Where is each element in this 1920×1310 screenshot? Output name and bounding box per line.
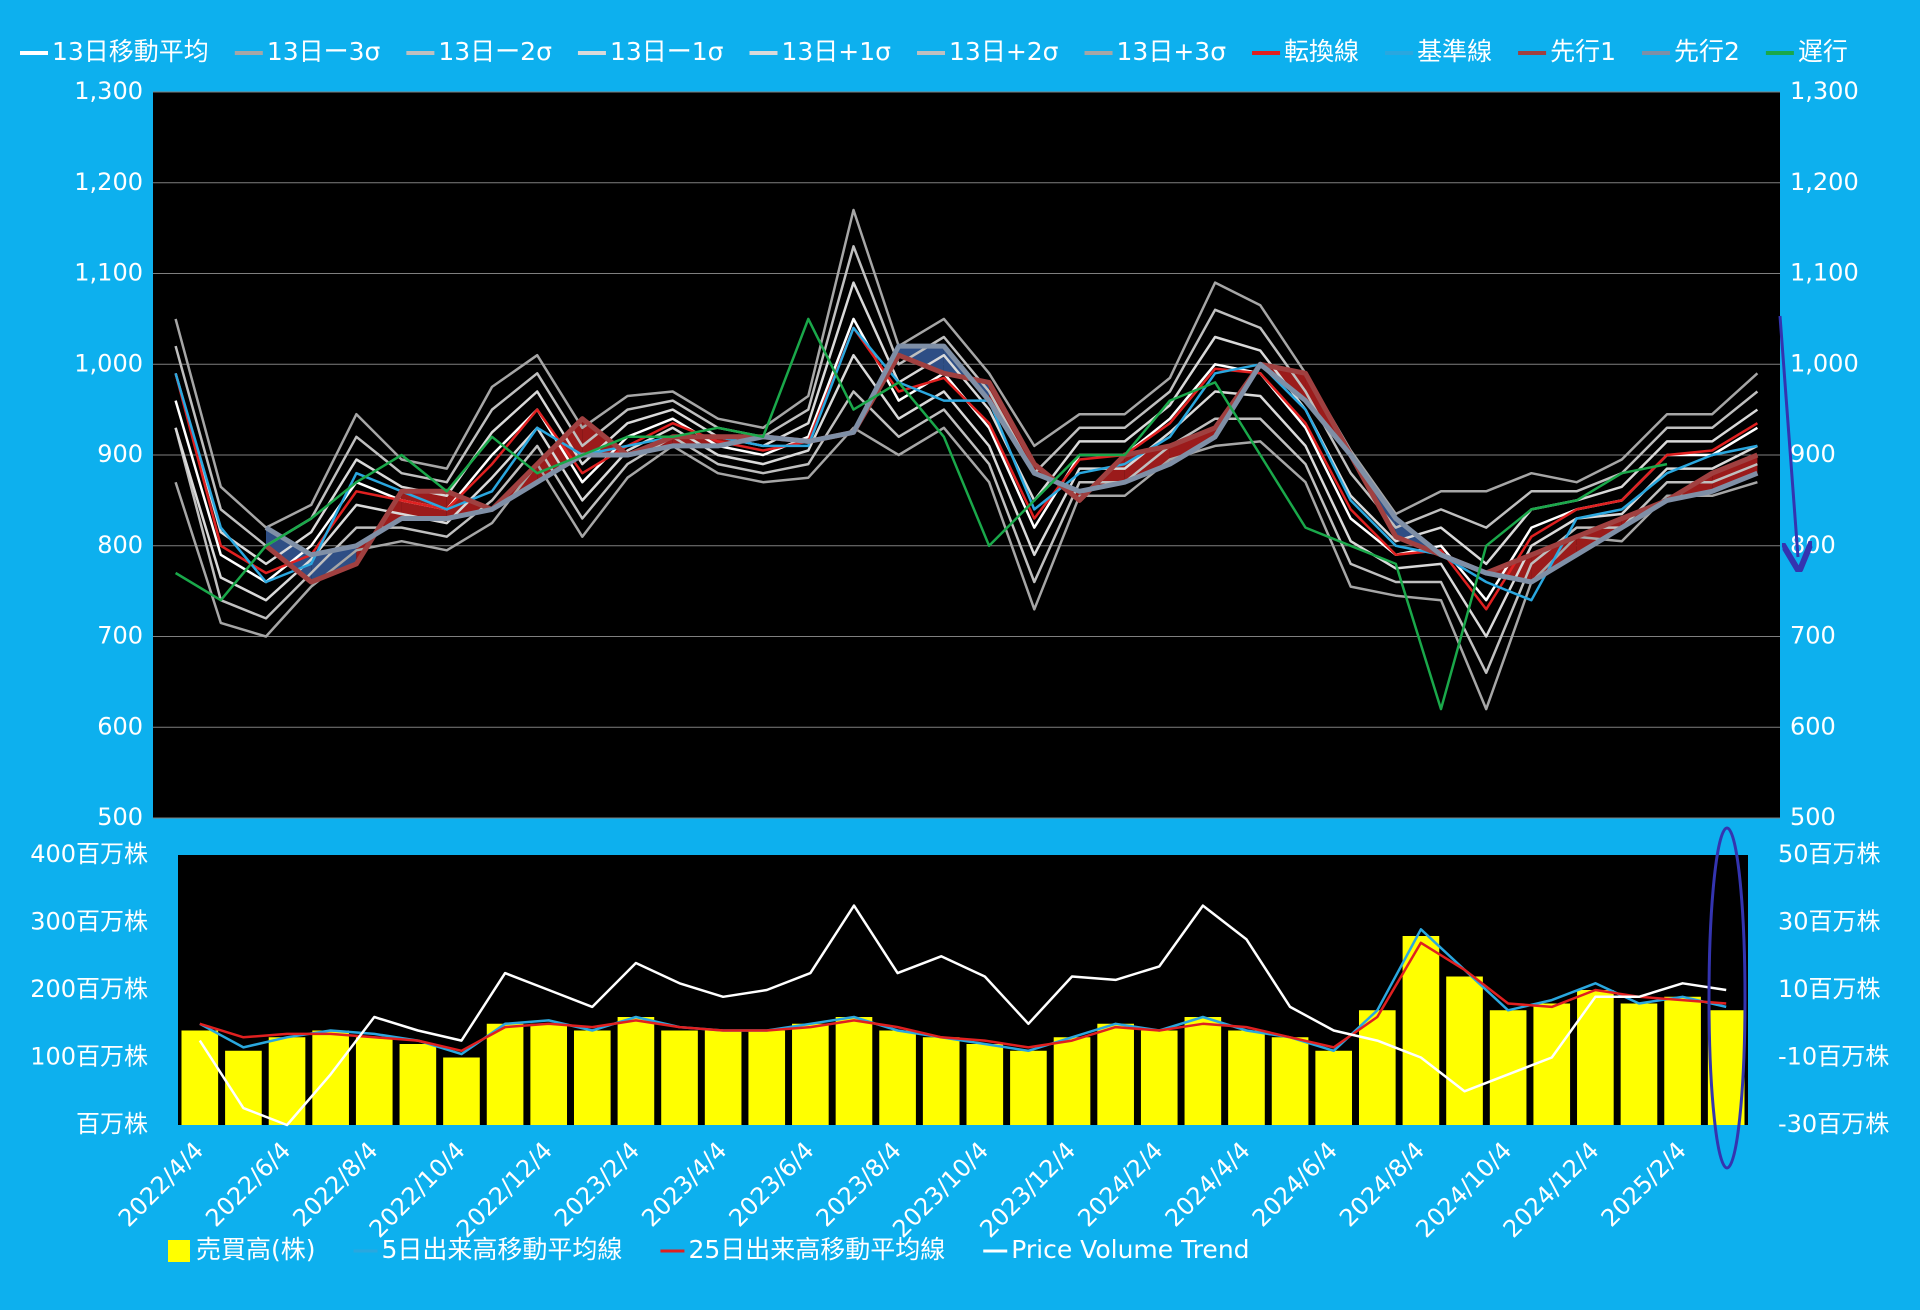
bar: [1010, 1050, 1047, 1125]
bar: [486, 1023, 524, 1125]
annotation-arrow: [1778, 315, 1798, 557]
legend-label: 転換線: [1284, 37, 1359, 66]
bar: [879, 1030, 916, 1125]
bar: [617, 1017, 655, 1125]
bar: [181, 1030, 219, 1125]
y-right-tick-label: 1,300: [1790, 77, 1859, 105]
y-right-tick-label: 1,200: [1790, 168, 1859, 196]
y-tick-label: 百万株: [76, 1110, 148, 1138]
bar: [530, 1023, 568, 1125]
y-right-tick-label: 900: [1790, 440, 1836, 468]
bar: [1489, 1010, 1527, 1125]
series-line: [264, 343, 1759, 585]
y-right-tick-label: 1,000: [1790, 349, 1859, 377]
bar: [835, 1017, 873, 1125]
y-tick-label: 1,000: [74, 349, 143, 377]
legend-label: 遅行: [1798, 37, 1848, 66]
bar: [1446, 976, 1483, 1125]
series-line: [198, 904, 1727, 1127]
y2-tick-label: -10百万株: [1778, 1043, 1889, 1071]
legend-label: 13日+1σ: [782, 37, 892, 66]
series-line: [174, 317, 1668, 711]
y2-tick-label: 30百万株: [1778, 908, 1881, 936]
y-tick-label: 500: [97, 803, 143, 831]
y2-tick-label: 50百万株: [1778, 840, 1881, 868]
series-line: [174, 281, 1759, 566]
series-line: [174, 390, 1758, 675]
bar: [1664, 996, 1701, 1125]
y-right-tick-label: 600: [1790, 712, 1836, 740]
legend-label: 13日移動平均: [52, 37, 209, 66]
series-line: [174, 426, 1758, 711]
bar: [1620, 1003, 1658, 1125]
bar: [748, 1030, 786, 1125]
bar: [661, 1030, 698, 1125]
series-line: [264, 352, 1759, 585]
legend-label: 先行1: [1550, 37, 1616, 66]
legend-label: Price Volume Trend: [1011, 1235, 1249, 1264]
bar: [704, 1030, 742, 1125]
y-right-tick-label: 700: [1790, 622, 1836, 650]
bar: [966, 1044, 1004, 1125]
y-tick-label: 900: [97, 440, 143, 468]
bar: [922, 1037, 960, 1125]
bar: [1097, 1023, 1134, 1125]
legend-label: 13日+2σ: [949, 37, 1059, 66]
y-tick-label: 1,300: [74, 77, 143, 105]
legend-label: 13日+3σ: [1117, 37, 1227, 66]
bar: [1315, 1050, 1353, 1125]
y-tick-label: 700: [97, 622, 143, 650]
bar: [399, 1044, 437, 1125]
bar: [1053, 1037, 1091, 1125]
series-line: [199, 941, 1727, 1053]
y-tick-label: 600: [97, 712, 143, 740]
legend-label: 13日ー2σ: [438, 37, 552, 66]
y-tick-label: 1,200: [74, 168, 143, 196]
y-tick-label: 300百万株: [30, 908, 148, 936]
bar: [1533, 1003, 1571, 1125]
bar: [1358, 1010, 1396, 1125]
legend-label: 25日出来高移動平均線: [688, 1235, 945, 1264]
legend-label: 先行2: [1674, 37, 1740, 66]
series-line: [174, 353, 1758, 638]
bar: [1140, 1030, 1178, 1125]
y-tick-label: 800: [97, 531, 143, 559]
bar: [792, 1023, 829, 1125]
legend-label: 13日ー3σ: [267, 37, 381, 66]
y-tick-label: 400百万株: [30, 840, 148, 868]
series-line: [174, 208, 1759, 529]
y2-tick-label: 10百万株: [1778, 975, 1881, 1003]
annotation-ellipse: [1707, 826, 1747, 1170]
bar: [312, 1030, 349, 1125]
series-line: [174, 245, 1759, 548]
series-line: [174, 326, 1758, 602]
legend: 13日移動平均 13日ー3σ 13日ー2σ 13日ー1σ 13日+1σ 13日+2σ 13日…: [20, 37, 1848, 1264]
legend-label: 売買高(株): [196, 1235, 316, 1264]
y2-tick-label: -30百万株: [1778, 1110, 1889, 1138]
bar: [1271, 1037, 1309, 1125]
bar: [355, 1037, 393, 1125]
y-tick-label: 100百万株: [30, 1043, 148, 1071]
y-right-tick-label: 500: [1790, 803, 1836, 831]
legend-label: 13日ー1σ: [610, 37, 724, 66]
legend-label: 5日出来高移動平均線: [382, 1235, 623, 1264]
legend-marker: [168, 1240, 190, 1262]
bar: [1577, 990, 1614, 1125]
bar: [1228, 1030, 1265, 1125]
bar: [573, 1030, 611, 1125]
y-right-tick-label: 1,100: [1790, 259, 1859, 287]
y-tick-label: 200百万株: [30, 975, 148, 1003]
bar: [1184, 1017, 1222, 1125]
bar: [443, 1057, 480, 1125]
bar: [1402, 936, 1440, 1125]
y-tick-label: 1,100: [74, 259, 143, 287]
legend-label: 基準線: [1417, 37, 1492, 66]
